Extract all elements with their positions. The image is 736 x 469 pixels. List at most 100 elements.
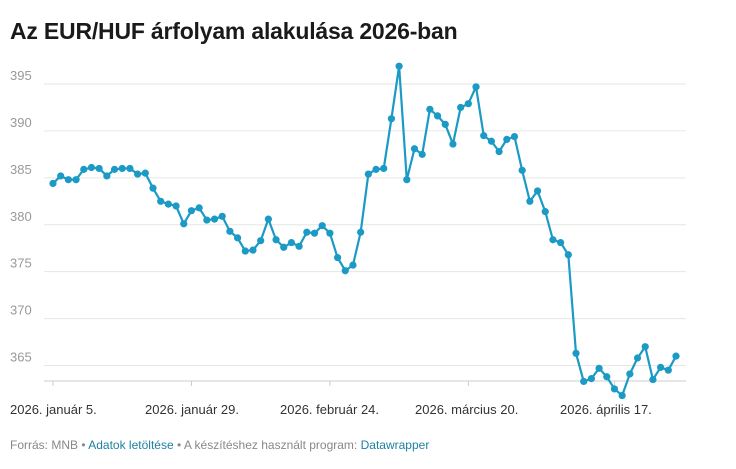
y-tick-label: 380 — [10, 209, 32, 224]
data-point — [657, 363, 665, 371]
data-point — [126, 164, 134, 173]
data-point — [141, 169, 149, 177]
y-tick-label: 375 — [10, 256, 32, 271]
data-point — [595, 364, 603, 372]
data-point — [249, 246, 257, 254]
data-point — [495, 147, 503, 156]
data-point — [357, 228, 365, 236]
data-point — [333, 253, 342, 262]
x-tick-label: 2026. április 17. — [560, 402, 652, 417]
data-point — [72, 176, 80, 184]
data-point — [603, 373, 611, 381]
y-tick-label: 395 — [10, 68, 32, 83]
data-point — [587, 375, 596, 383]
data-point — [226, 227, 234, 235]
data-point — [564, 251, 572, 259]
data-point — [372, 165, 380, 173]
data-point — [295, 242, 303, 250]
data-point — [672, 352, 680, 360]
data-point — [503, 135, 511, 143]
data-point — [341, 267, 349, 275]
data-point — [580, 377, 588, 386]
chart-title: Az EUR/HUF árfolyam alakulása 2026-ban — [10, 18, 458, 44]
footer-separator: • — [176, 438, 182, 452]
footer-separator: • — [81, 438, 86, 452]
data-point — [549, 236, 557, 244]
y-axis-ticks: 365 370 375 380 385 390 395 — [10, 68, 32, 365]
data-point — [487, 137, 496, 145]
data-point — [472, 83, 480, 91]
data-point — [118, 164, 126, 173]
data-point — [257, 237, 265, 245]
data-point — [618, 391, 626, 400]
x-axis-ticks: 2026. január 5. 2026. január 29. 2026. feb… — [10, 402, 652, 417]
tool-text: A készítéshez használt program: — [183, 438, 358, 452]
data-point — [233, 234, 242, 242]
data-point — [664, 366, 672, 374]
data-point — [364, 170, 372, 178]
data-point — [134, 170, 142, 178]
data-point — [172, 202, 180, 210]
series-line — [52, 65, 677, 397]
data-point — [203, 216, 211, 224]
data-point — [541, 208, 549, 216]
data-point — [403, 176, 411, 184]
data-point — [180, 220, 188, 228]
data-point — [164, 200, 172, 208]
data-point — [49, 179, 57, 188]
data-point — [218, 212, 226, 220]
x-axis-tick-marks — [52, 381, 615, 386]
data-point — [64, 176, 72, 184]
x-tick-label: 2026. február 24. — [280, 402, 379, 417]
series-eur-huf — [49, 62, 680, 400]
data-point — [149, 184, 157, 192]
data-point — [87, 163, 96, 172]
data-point — [310, 229, 319, 237]
data-point — [80, 165, 88, 173]
data-point — [380, 164, 388, 173]
data-point — [649, 375, 657, 384]
data-point — [572, 349, 580, 357]
data-point — [433, 112, 442, 120]
data-point — [326, 229, 334, 237]
data-point — [349, 261, 357, 269]
data-point — [464, 100, 472, 108]
data-point — [287, 238, 296, 247]
data-point — [457, 103, 465, 112]
data-point — [418, 150, 426, 158]
y-tick-label: 365 — [10, 350, 32, 365]
y-tick-label: 385 — [10, 162, 32, 177]
data-point — [387, 115, 396, 123]
data-point — [449, 140, 457, 148]
data-point — [633, 354, 642, 362]
y-tick-label: 370 — [10, 303, 32, 318]
data-point — [195, 204, 203, 212]
datawrapper-link[interactable]: Datawrapper — [360, 438, 430, 452]
data-point — [480, 132, 488, 140]
x-tick-label: 2026. január 5. — [10, 402, 97, 417]
data-point — [157, 197, 165, 205]
data-point — [95, 164, 103, 173]
data-point — [241, 247, 249, 255]
y-tick-label: 390 — [10, 115, 32, 130]
data-point — [303, 228, 311, 236]
data-point — [57, 172, 65, 180]
source-text: Forrás: MNB — [10, 438, 79, 452]
x-tick-label: 2026. március 20. — [415, 402, 518, 417]
data-point — [110, 165, 119, 173]
download-data-link[interactable]: Adatok letöltése — [88, 438, 174, 452]
data-point — [410, 145, 419, 153]
data-point — [526, 197, 534, 205]
data-point — [510, 132, 519, 141]
data-point — [187, 207, 196, 215]
gridlines — [44, 83, 686, 382]
data-point — [441, 120, 449, 128]
data-point — [272, 236, 280, 244]
x-tick-label: 2026. január 29. — [145, 402, 239, 417]
data-point — [395, 62, 403, 70]
data-point — [641, 343, 649, 351]
data-point — [318, 222, 326, 230]
data-point — [557, 238, 565, 247]
data-point — [533, 187, 542, 195]
